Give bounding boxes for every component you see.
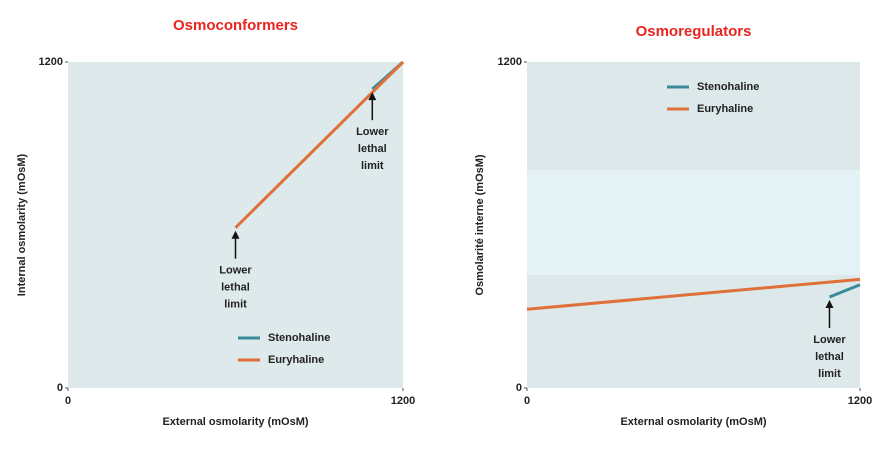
y-tick-label: 1200: [498, 56, 522, 68]
y-tick-label: 1200: [39, 56, 63, 68]
chart-title: Osmoregulators: [636, 23, 752, 40]
annotation-arrowhead: [231, 230, 240, 239]
x-axis-label: External osmolarity (mOsM): [620, 416, 766, 428]
data-line: [828, 283, 861, 299]
x-tick-label: 0: [65, 395, 71, 407]
legend-label: Euryhaline: [697, 103, 753, 115]
x-tick-label: 1200: [848, 395, 872, 407]
annotation: Lower lethal limit: [356, 126, 389, 172]
x-tick-label: 0: [524, 395, 530, 407]
y-tick-label: 0: [516, 382, 522, 394]
data-line: [234, 60, 405, 229]
x-axis-label: External osmolarity (mOsM): [162, 416, 308, 428]
annotation: Lower lethal limit: [813, 334, 846, 380]
annotation: Lower lethal limit: [219, 265, 252, 311]
data-line: [526, 277, 861, 311]
chart-title: Osmoconformers: [173, 17, 298, 34]
plot-band: [527, 170, 860, 275]
x-tick-label: 1200: [391, 395, 415, 407]
legend-label: Euryhaline: [268, 354, 324, 366]
legend-label: Stenohaline: [697, 81, 759, 93]
y-axis-label: Osmolarité interne (mOsM): [474, 154, 486, 296]
y-tick-label: 0: [57, 382, 63, 394]
legend-label: Stenohaline: [268, 332, 330, 344]
y-axis-label: Internal osmolarity (mOsM): [16, 153, 28, 296]
annotation-arrowhead: [825, 299, 834, 308]
annotation-arrowhead: [368, 92, 377, 101]
